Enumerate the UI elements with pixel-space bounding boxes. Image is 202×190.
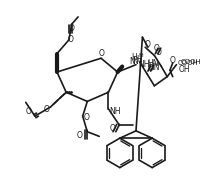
Text: HN: HN	[147, 59, 159, 68]
Text: H: H	[136, 55, 142, 64]
Text: O: O	[153, 44, 159, 53]
Text: H: H	[138, 53, 143, 58]
Text: O: O	[25, 107, 32, 116]
Text: N: N	[132, 57, 138, 66]
Text: O: O	[44, 105, 50, 114]
Text: HN: HN	[148, 63, 160, 72]
Text: O: O	[69, 24, 75, 33]
Text: O: O	[109, 124, 115, 133]
Text: COOH: COOH	[181, 59, 202, 65]
Text: OH: OH	[178, 65, 190, 74]
Text: N: N	[129, 56, 135, 66]
Text: O: O	[145, 40, 151, 49]
Text: O: O	[83, 113, 89, 123]
Text: COOH: COOH	[177, 60, 198, 66]
Text: NH: NH	[109, 107, 121, 116]
Text: O: O	[98, 49, 104, 58]
Text: '': ''	[63, 93, 67, 97]
Text: O: O	[77, 131, 83, 140]
Text: O: O	[170, 56, 176, 65]
Text: O: O	[68, 35, 74, 44]
Text: H: H	[131, 53, 137, 62]
Text: O: O	[148, 64, 154, 73]
Text: NH: NH	[138, 60, 149, 69]
Text: O: O	[156, 48, 162, 57]
